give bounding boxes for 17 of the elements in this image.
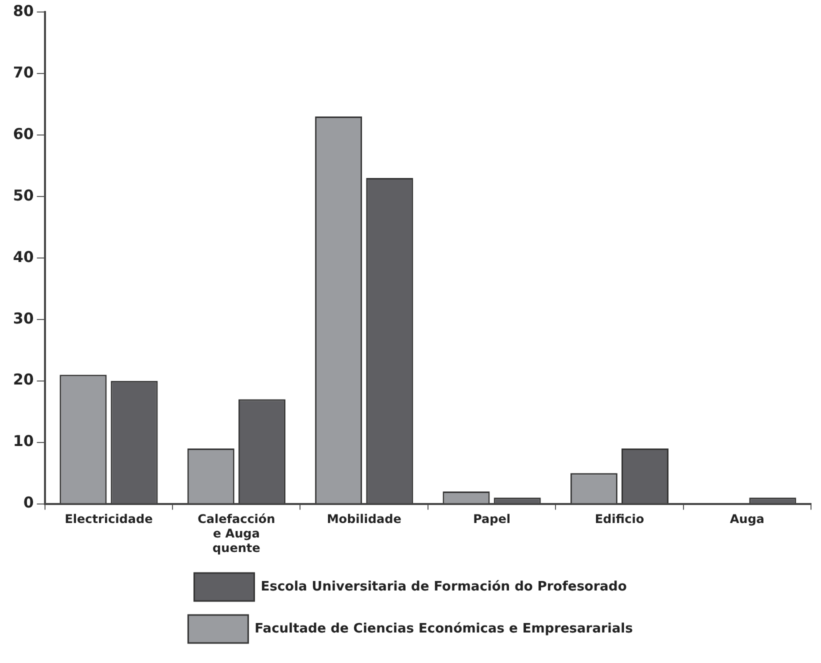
y-tick-label: 40 [13,248,34,266]
y-tick-label: 20 [13,370,34,389]
y-tick-label: 50 [13,186,34,204]
y-tick-label: 80 [13,2,34,20]
y-tick-label: 30 [13,309,34,328]
y-tick-label: 0 [23,494,34,512]
x-tick-label: Calefacción e Auga quente [198,512,276,555]
x-tick-label: Electricidade [64,512,153,526]
x-tick-label: Papel [473,512,510,526]
legend-label: Escola Universitaria de Formación do Profesorado [260,579,627,594]
x-tick-label: Mobilidade [326,512,402,526]
x-tick-label: Edificio [594,512,644,526]
y-tick-label: 60 [13,124,34,143]
y-tick-label: 70 [13,63,34,82]
legend-label: Facultade de Ciencias Económicas e Empresararials [254,621,634,636]
x-tick-label: Auga [730,512,764,526]
y-tick-label: 10 [13,432,34,450]
